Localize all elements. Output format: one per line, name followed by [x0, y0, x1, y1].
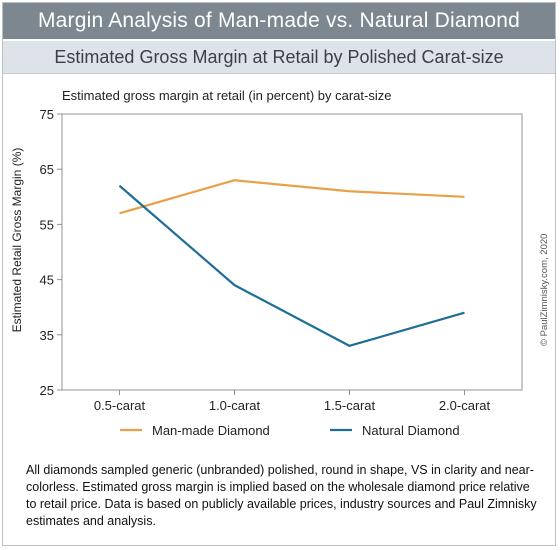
footnote: All diamonds sampled generic (unbranded)…	[26, 463, 537, 528]
page-title: Margin Analysis of Man-made vs. Natural …	[3, 3, 555, 39]
chart-frame: Margin Analysis of Man-made vs. Natural …	[2, 2, 556, 546]
plot-series	[118, 179, 465, 347]
y-tick-label: 75	[40, 107, 54, 122]
plot-axes: 75 65 55 45 35 25 0.5-carat 1.0-carat 1.5-carat 2…	[40, 107, 523, 413]
x-tick-label: 0.5-carat	[94, 398, 146, 413]
y-tick-label: 25	[40, 383, 54, 398]
x-tick-label: 1.5-carat	[324, 398, 376, 413]
plot-area-border	[61, 113, 523, 391]
x-tick-label: 2.0-carat	[439, 398, 491, 413]
chart-legend: Man-made Diamond Natural Diamond	[120, 423, 460, 438]
y-tick-label: 65	[40, 162, 54, 177]
chart-title: Estimated gross margin at retail (in per…	[62, 88, 392, 103]
y-tick-label: 45	[40, 273, 54, 288]
y-tick-label: 55	[40, 217, 54, 232]
legend-label: Natural Diamond	[362, 423, 460, 438]
legend-label: Man-made Diamond	[152, 423, 270, 438]
y-tick-label: 35	[40, 328, 54, 343]
page-subtitle: Estimated Gross Margin at Retail by Poli…	[3, 41, 555, 74]
x-tick-label: 1.0-carat	[209, 398, 261, 413]
series-line-natural	[118, 184, 465, 347]
series-line-man-made	[119, 179, 465, 215]
